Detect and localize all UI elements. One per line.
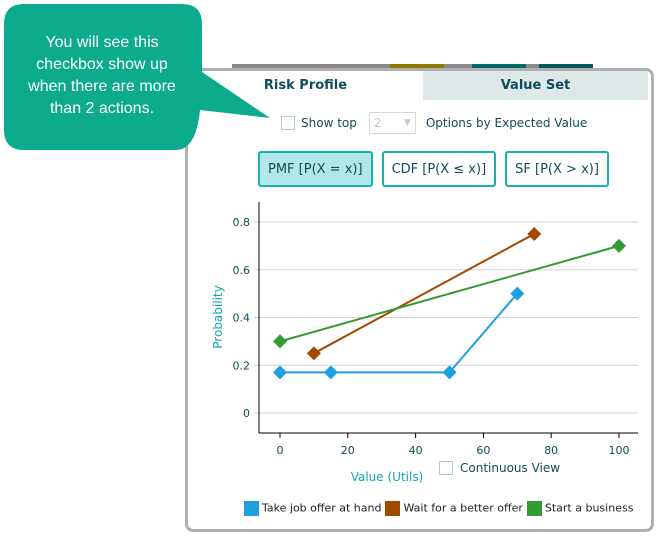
chart-legend: Take job offer at hand Wait for a better… <box>244 501 633 516</box>
data-point <box>323 365 338 380</box>
callout-bubble <box>4 4 270 150</box>
x-tick-label: 40 <box>409 444 423 457</box>
x-axis-label: Value (Utils) <box>351 470 424 484</box>
data-point <box>273 365 287 380</box>
x-tick-label: 20 <box>341 444 355 457</box>
callout-text: You will see this checkbox show up when … <box>28 34 176 117</box>
y-tick-label: 0.2 <box>233 359 251 372</box>
y-tick-label: 0.6 <box>233 264 251 277</box>
x-tick-label: 0 <box>277 444 284 457</box>
y-axis-label: Probability <box>211 285 225 348</box>
tab-risk-profile[interactable]: Risk Profile <box>263 78 348 93</box>
show-top-checkbox[interactable] <box>281 116 295 130</box>
y-tick-label: 0 <box>243 407 250 420</box>
series-line <box>313 233 535 355</box>
x-tick-label: 80 <box>544 444 558 457</box>
chevron-down-icon: ▼ <box>403 118 411 128</box>
series-line <box>280 292 519 374</box>
top-n-dropdown[interactable]: 2 ▼ <box>368 112 416 134</box>
data-point <box>612 238 626 253</box>
data-point <box>510 286 525 301</box>
series-line <box>279 244 620 343</box>
data-point <box>273 334 287 349</box>
tab-value-set[interactable]: Value Set <box>423 71 648 100</box>
continuous-view-checkbox[interactable] <box>439 461 453 475</box>
legend-item: Take job offer at hand <box>244 501 381 516</box>
window-strip <box>232 64 593 70</box>
data-point <box>442 365 457 380</box>
data-point <box>306 346 321 361</box>
data-point <box>527 226 542 241</box>
show-top-label: Show top <box>301 116 357 130</box>
pmf-button[interactable]: PMF [P(X = x)] <box>258 151 373 187</box>
risk-profile-panel: Risk Profile Value Set Show top 2 ▼ Optio… <box>185 68 654 532</box>
y-tick-label: 0.4 <box>233 312 251 325</box>
legend-item: Start a business <box>526 501 633 516</box>
continuous-view-label: Continuous View <box>460 461 561 475</box>
legend-item: Wait for a better offer <box>385 501 523 516</box>
sf-button[interactable]: SF [P(X > x)] <box>505 151 609 187</box>
x-tick-label: 60 <box>476 444 490 457</box>
x-tick-label: 100 <box>609 444 630 457</box>
cdf-button[interactable]: CDF [P(X ≤ x)] <box>381 151 497 187</box>
options-suffix-label: Options by Expected Value <box>425 116 588 130</box>
y-tick-label: 0.8 <box>233 216 251 229</box>
